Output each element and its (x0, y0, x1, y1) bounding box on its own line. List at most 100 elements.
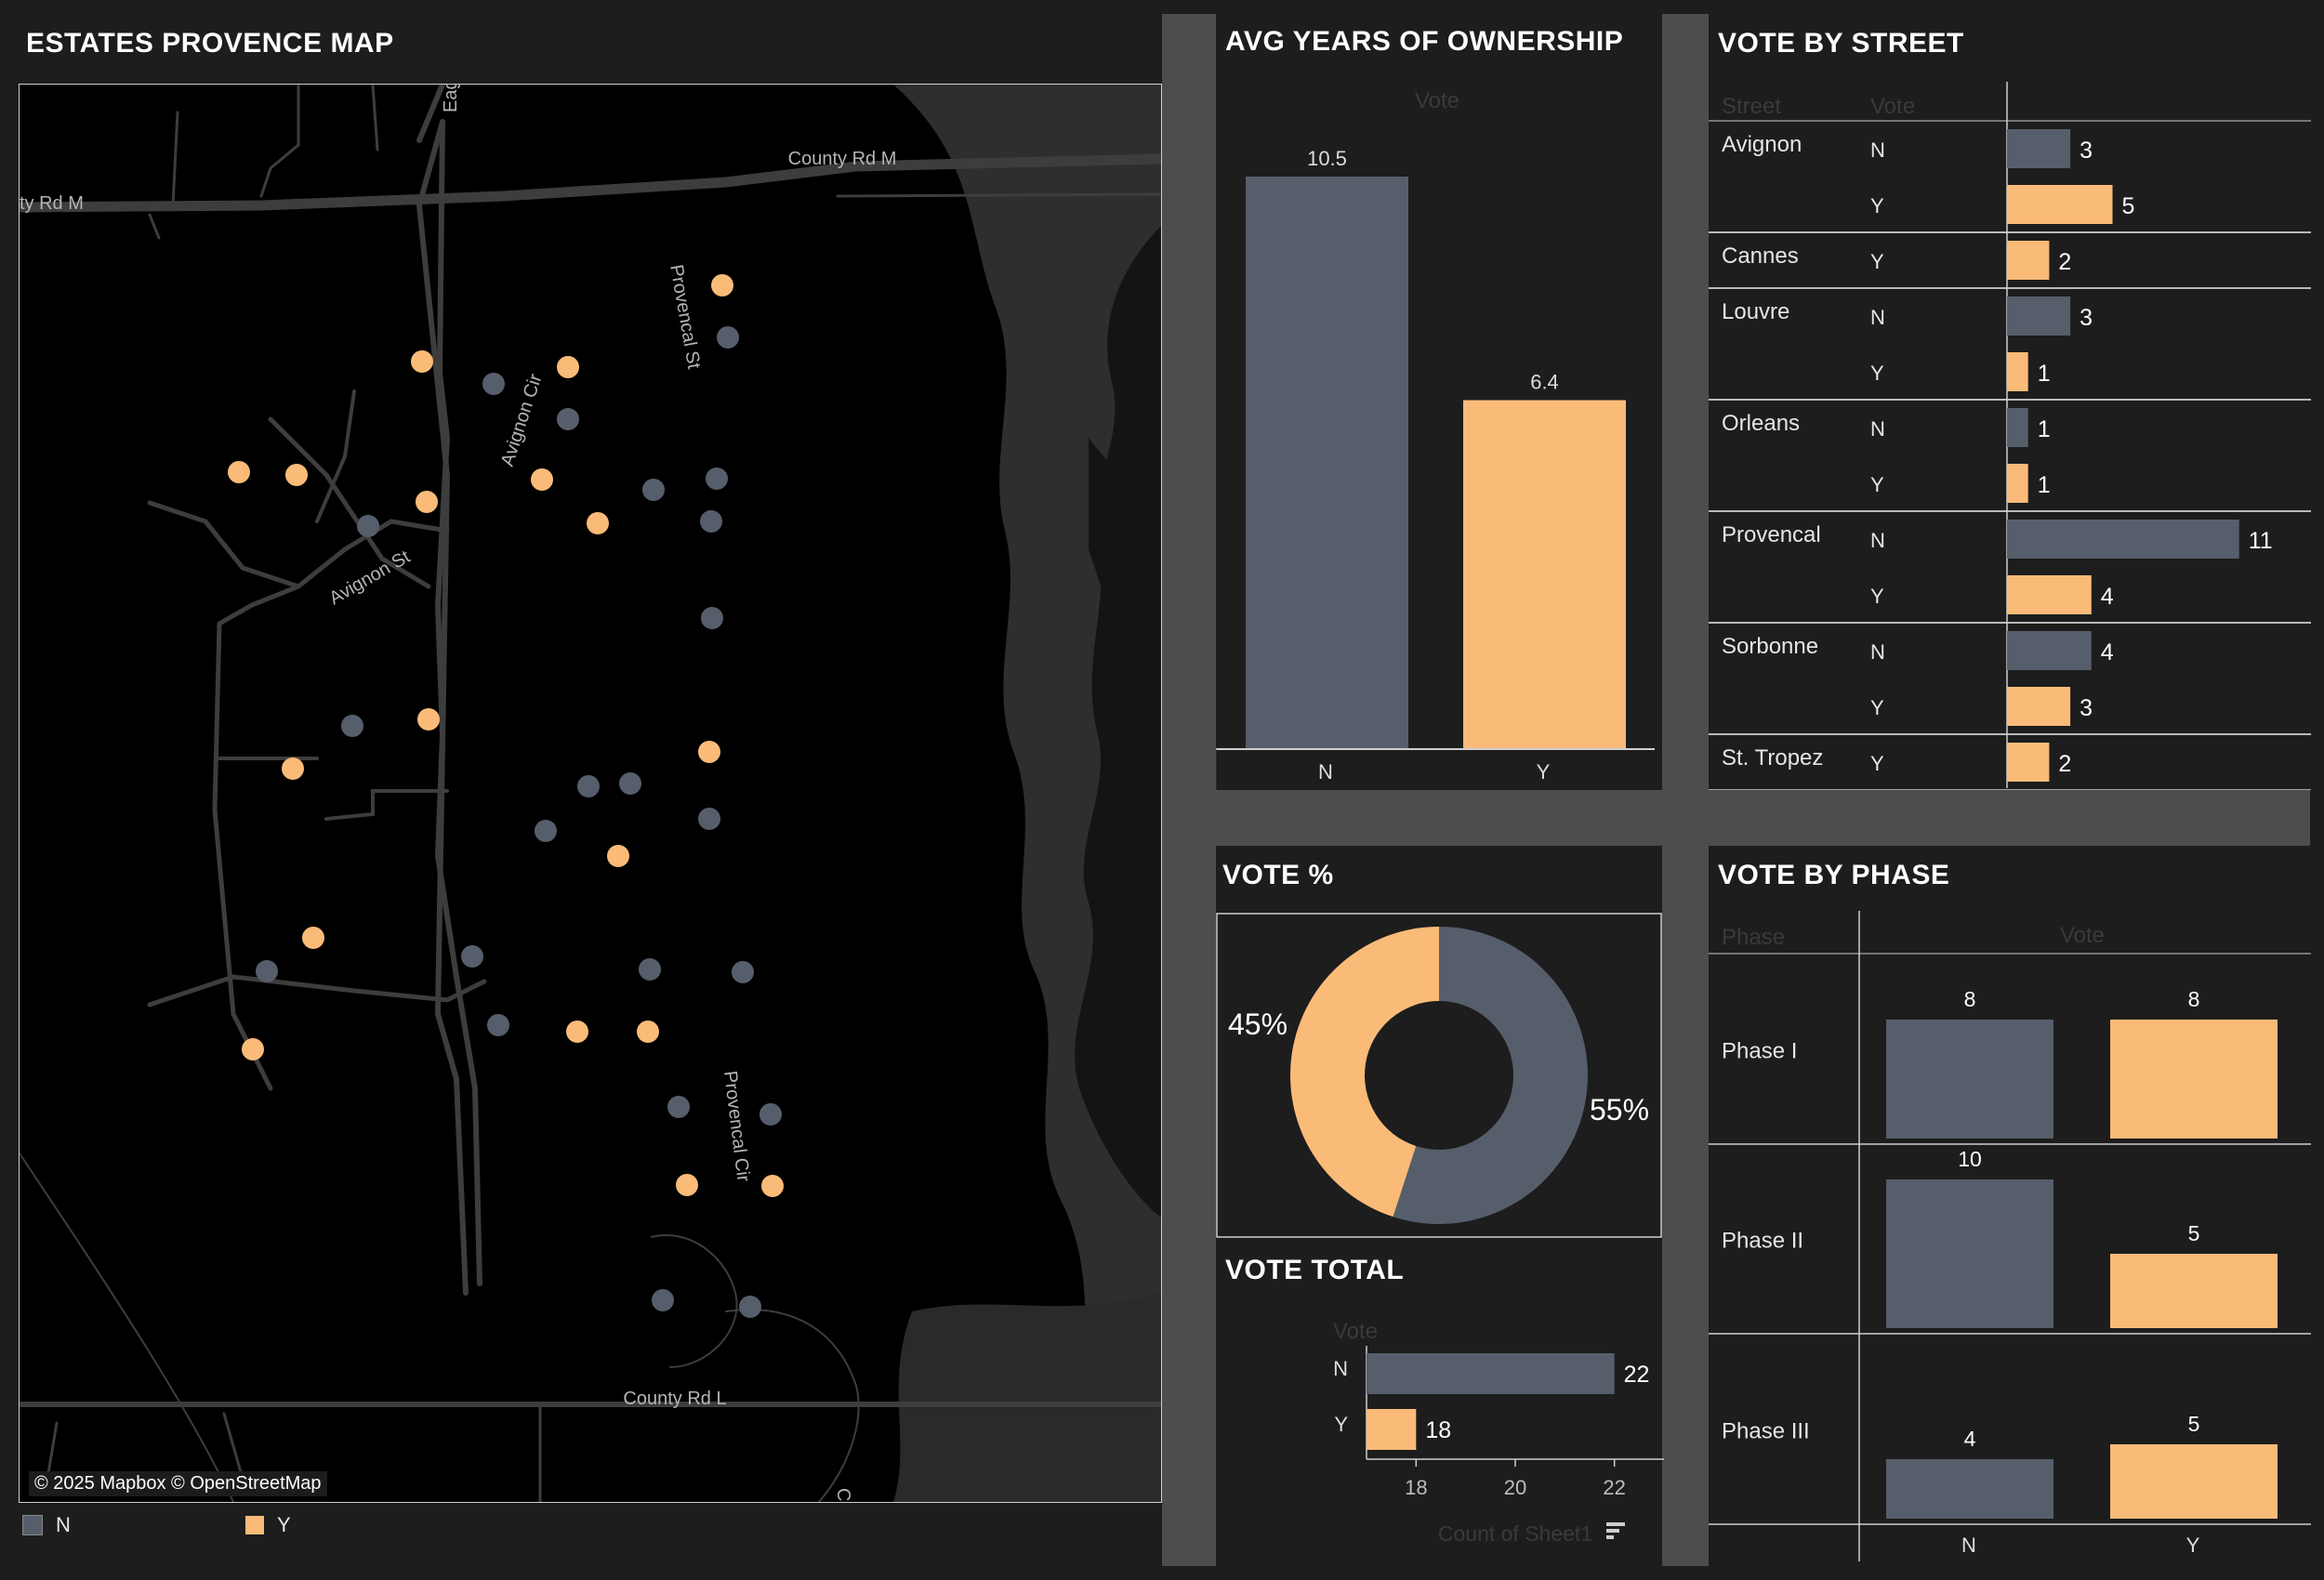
vote-point-n[interactable] (461, 945, 483, 968)
vote-point-y[interactable] (587, 512, 609, 534)
street-label: Sorbonne (1722, 634, 1818, 659)
street-bar-n[interactable] (2007, 408, 2028, 447)
vote-point-n[interactable] (717, 326, 739, 349)
phase-bar-y[interactable] (2110, 1444, 2278, 1519)
vote-point-y[interactable] (417, 708, 440, 731)
vote-point-n[interactable] (535, 820, 557, 842)
vote-point-n[interactable] (557, 408, 579, 430)
vote-point-n[interactable] (619, 772, 641, 795)
street-bar-y[interactable] (2007, 743, 2050, 782)
phase-bar-y[interactable] (2110, 1020, 2278, 1139)
legend-item-y[interactable]: Y (245, 1513, 291, 1537)
vote-point-n[interactable] (667, 1096, 690, 1118)
vote-points[interactable] (228, 274, 784, 1318)
avg-years-title: AVG YEARS OF OWNERSHIP (1225, 26, 1624, 57)
vote-point-y[interactable] (302, 927, 324, 949)
donut-label-y: 45% (1228, 1007, 1287, 1041)
street-label: Louvre (1722, 299, 1789, 324)
vote-total-value-label: 22 (1624, 1362, 1650, 1388)
phase-bar-n[interactable] (1886, 1179, 2053, 1328)
street-bar-y[interactable] (2007, 241, 2050, 280)
phase-value-label: 10 (1958, 1147, 1982, 1171)
street-value-label: 1 (2038, 361, 2051, 387)
vote-point-n[interactable] (701, 607, 723, 629)
street-bar-y[interactable] (2007, 464, 2028, 503)
vote-point-y[interactable] (228, 461, 250, 483)
street-bar-n[interactable] (2007, 631, 2092, 670)
divider-vertical-left (1162, 14, 1216, 1566)
street-value-label: 4 (2101, 584, 2114, 610)
vote-point-y[interactable] (698, 741, 720, 763)
vote-point-n[interactable] (698, 808, 720, 830)
vote-total-cat-y: Y (1334, 1413, 1348, 1436)
phase-bar-y[interactable] (2110, 1254, 2278, 1328)
vote-point-n[interactable] (639, 958, 661, 981)
street-bar-n[interactable] (2007, 520, 2239, 559)
vote-point-n[interactable] (706, 467, 728, 490)
vote-point-n[interactable] (732, 961, 754, 983)
phase-bar-n[interactable] (1886, 1020, 2053, 1139)
vote-point-y[interactable] (282, 757, 304, 780)
vote-point-n[interactable] (357, 515, 379, 537)
vote-pct-chart[interactable]: 45% 55% (1216, 913, 1664, 1238)
vote-point-n[interactable] (482, 373, 505, 395)
vote-point-y[interactable] (566, 1020, 588, 1043)
street-bar-y[interactable] (2007, 687, 2071, 726)
vote-point-y[interactable] (607, 845, 629, 867)
map-canvas[interactable]: County Rd M ty Rd M County Rd L Provenca… (20, 85, 1161, 1502)
vote-point-y[interactable] (531, 468, 553, 491)
vote-point-n[interactable] (577, 775, 600, 797)
street-vote-label: Y (1870, 752, 1884, 775)
street-value-label: 1 (2038, 416, 2051, 442)
street-bar-y[interactable] (2007, 185, 2113, 224)
vote-point-n[interactable] (341, 715, 363, 737)
vote-point-y[interactable] (557, 356, 579, 378)
avg-years-bar-y[interactable] (1463, 400, 1626, 749)
vote-point-y[interactable] (285, 464, 308, 486)
vote-point-y[interactable] (676, 1174, 698, 1196)
vote-total-bar-y[interactable] (1367, 1409, 1417, 1450)
sort-icon[interactable] (1606, 1522, 1625, 1539)
vote-col-header: Vote (1870, 94, 1915, 119)
donut-slice-n[interactable] (1393, 927, 1588, 1224)
vote-point-n[interactable] (256, 960, 278, 982)
vote-point-y[interactable] (242, 1038, 264, 1060)
street-vote-label: Y (1870, 473, 1884, 496)
vote-point-y[interactable] (711, 274, 733, 296)
map-attribution[interactable]: © 2025 Mapbox © OpenStreetMap (29, 1471, 327, 1496)
vote-by-phase-chart[interactable]: Phase Vote Phase I 8 8 Phase II 10 5 Phase III… (1709, 911, 2313, 1561)
phase-value-label: 8 (1964, 987, 1976, 1011)
label-provencal-st: Provencal St (666, 263, 704, 371)
street-bar-n[interactable] (2007, 296, 2071, 336)
vote-by-street-chart[interactable]: Street Vote Avignon N 3 Y 5 Cannes Y 2 Louvre N 3 Y… (1709, 82, 2313, 790)
vote-total-bar-n[interactable] (1367, 1353, 1615, 1394)
avg-years-chart[interactable]: Vote 10.5 6.4 N Y (1216, 74, 1662, 790)
donut-slice-y[interactable] (1290, 927, 1439, 1218)
legend-item-n[interactable]: N (22, 1513, 71, 1537)
vote-total-tick-label: 20 (1504, 1476, 1526, 1499)
phase-label: Phase I (1722, 1039, 1797, 1064)
vote-point-y[interactable] (411, 350, 433, 373)
road-avignon-cir (268, 416, 431, 589)
vote-total-header: Vote (1333, 1319, 1378, 1344)
phase-bar-n[interactable] (1886, 1459, 2053, 1519)
avg-years-bar-n[interactable] (1246, 177, 1408, 749)
vote-point-n[interactable] (642, 479, 665, 501)
vote-point-n[interactable] (487, 1014, 509, 1036)
vote-point-n[interactable] (759, 1103, 782, 1126)
estates-map[interactable]: County Rd M ty Rd M County Rd L Provenca… (19, 84, 1162, 1503)
vote-point-y[interactable] (416, 491, 438, 513)
street-vote-label: Y (1870, 194, 1884, 217)
vote-total-chart[interactable]: Vote N Y 22 18 18 20 22 Count of Sheet1 (1216, 1299, 1664, 1560)
street-vote-label: Y (1870, 250, 1884, 273)
street-bar-y[interactable] (2007, 575, 2092, 614)
vote-point-n[interactable] (739, 1296, 761, 1318)
vote-total-xlabel: Count of Sheet1 (1438, 1521, 1592, 1546)
vote-point-n[interactable] (700, 510, 722, 533)
vote-point-y[interactable] (637, 1020, 659, 1043)
street-bar-y[interactable] (2007, 352, 2028, 391)
vote-point-y[interactable] (761, 1175, 784, 1197)
street-bar-n[interactable] (2007, 129, 2071, 168)
river-channel (1075, 226, 1161, 1218)
vote-point-n[interactable] (652, 1289, 674, 1311)
